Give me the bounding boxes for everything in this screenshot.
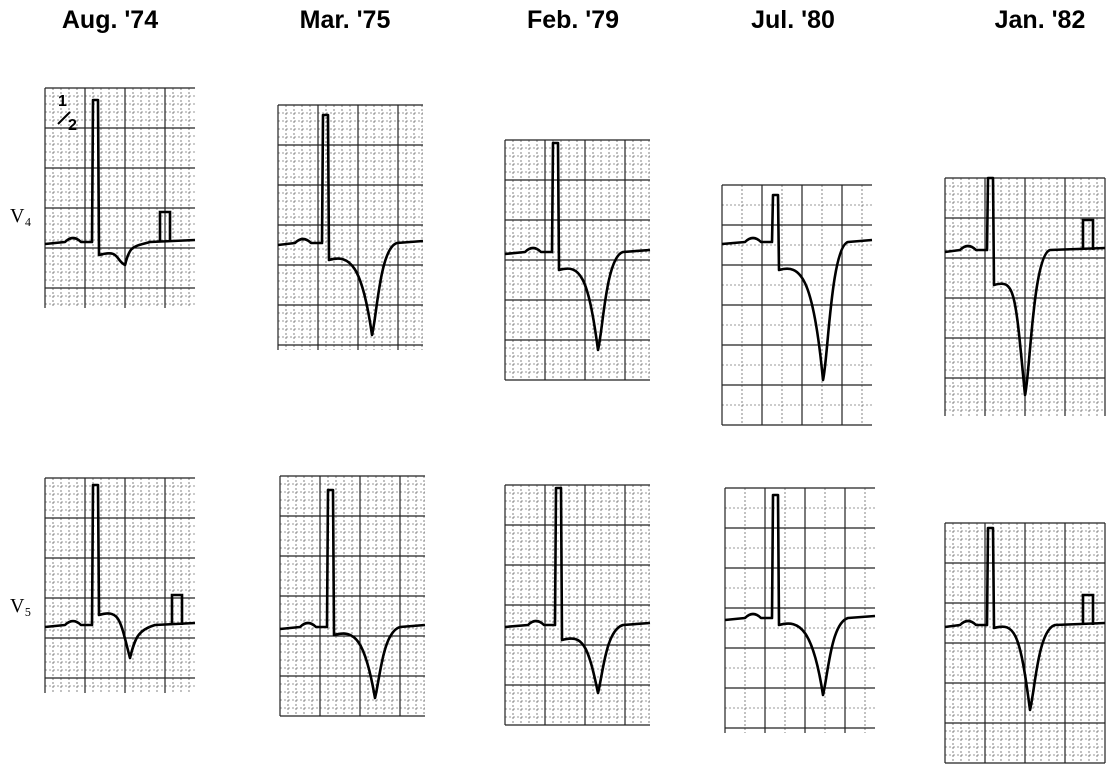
- calibration-pulse: [172, 595, 182, 625]
- column-header: Jan. '82: [995, 6, 1086, 34]
- row-label: V₅: [10, 595, 31, 617]
- column-header: Aug. '74: [62, 6, 158, 34]
- grid-major: [722, 185, 872, 425]
- grid-minor: [45, 478, 195, 693]
- grid-major: [45, 478, 195, 693]
- calibration-pulse: [1083, 595, 1093, 625]
- ecg-trace: [725, 495, 875, 695]
- column-header: Feb. '79: [527, 6, 619, 34]
- grid-minor: [725, 488, 875, 733]
- calibration-pulse: [1083, 220, 1093, 250]
- ecg-trace: [45, 485, 195, 658]
- ecg-strips: [45, 88, 1105, 763]
- ecg-trace: [722, 195, 872, 380]
- grid-major: [505, 140, 650, 380]
- grid-minor: [278, 105, 423, 350]
- annotation: 2: [68, 117, 77, 134]
- figure: Aug. '74 Mar. '75 Feb. '79 Jul. '80 Jan.…: [0, 0, 1110, 766]
- row-label: V₄: [10, 205, 31, 227]
- ecg-trace: [505, 143, 650, 350]
- ecg-trace: [280, 490, 425, 698]
- grid-major: [945, 178, 1105, 416]
- column-header: Jul. '80: [751, 6, 835, 34]
- grid-major: [280, 476, 425, 716]
- grid-major: [505, 485, 650, 725]
- annotation: 1: [58, 93, 67, 110]
- grid-major: [725, 488, 875, 733]
- column-header: Mar. '75: [300, 6, 391, 34]
- ecg-trace: [505, 488, 650, 693]
